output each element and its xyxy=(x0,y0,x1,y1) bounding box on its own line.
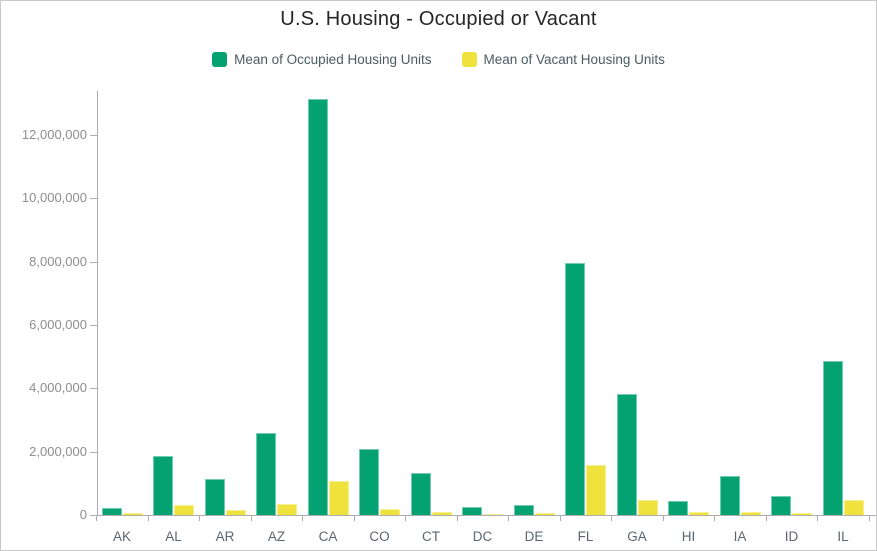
bar-occupied-CA[interactable] xyxy=(307,98,328,515)
bar-vacant-ID[interactable] xyxy=(792,513,812,515)
bar-occupied-AZ[interactable] xyxy=(256,432,276,515)
x-axis-label-DC: DC xyxy=(472,529,493,544)
vacant-swatch-icon xyxy=(461,52,477,67)
bar-vacant-IA[interactable] xyxy=(740,511,761,515)
bar-vacant-AZ[interactable] xyxy=(277,503,297,515)
x-axis-tick xyxy=(353,515,355,521)
x-axis-label-CO: CO xyxy=(369,529,390,544)
bar-occupied-AL[interactable] xyxy=(153,456,173,515)
bar-occupied-AK[interactable] xyxy=(101,507,122,515)
bar-occupied-CO[interactable] xyxy=(359,449,379,515)
x-axis-tick xyxy=(199,515,201,521)
legend-label-vacant: Mean of Vacant Housing Units xyxy=(483,52,665,67)
x-axis-label-FL: FL xyxy=(577,529,594,544)
bar-vacant-HI[interactable] xyxy=(689,512,709,515)
bar-vacant-DC[interactable] xyxy=(483,513,503,515)
x-axis-label-AK: AK xyxy=(112,529,131,544)
x-axis-tick xyxy=(405,515,407,521)
x-axis-tick xyxy=(147,515,149,521)
y-axis-label: 0 xyxy=(79,507,87,522)
bar-occupied-DE[interactable] xyxy=(513,504,534,515)
x-axis-tick xyxy=(868,515,870,521)
bar-occupied-ID[interactable] xyxy=(771,496,791,515)
x-axis-label-DE: DE xyxy=(524,529,544,544)
y-axis-tick xyxy=(90,388,97,390)
y-axis-tick xyxy=(90,325,97,326)
occupied-swatch-icon xyxy=(212,52,228,67)
x-axis-label-CA: CA xyxy=(318,529,338,544)
x-axis-tick xyxy=(456,515,458,521)
bar-occupied-DC[interactable] xyxy=(462,507,482,515)
bar-occupied-FL[interactable] xyxy=(565,263,585,515)
y-axis-label: 4,000,000 xyxy=(29,380,87,396)
bar-occupied-CT[interactable] xyxy=(410,472,431,515)
x-axis-tick xyxy=(714,515,716,521)
x-axis-tick xyxy=(611,515,613,521)
x-axis-tick xyxy=(508,515,510,521)
x-axis-tick xyxy=(559,515,561,521)
y-axis-label: 2,000,000 xyxy=(29,443,87,459)
x-axis-line xyxy=(97,515,876,516)
x-axis-label-GA: GA xyxy=(627,529,647,544)
bar-occupied-HI[interactable] xyxy=(668,501,688,515)
x-axis-tick xyxy=(250,515,252,521)
bar-vacant-CO[interactable] xyxy=(380,508,400,515)
x-axis-label-AR: AR xyxy=(215,529,235,544)
y-axis-line xyxy=(97,91,98,515)
x-axis-tick xyxy=(662,515,664,521)
y-axis-label: 10,000,000 xyxy=(21,190,87,206)
x-axis-label-HI: HI xyxy=(681,529,696,544)
y-axis-tick xyxy=(90,515,97,516)
legend-item-vacant[interactable]: Mean of Vacant Housing Units xyxy=(461,52,665,67)
x-axis-label-IL: IL xyxy=(837,529,849,544)
bar-vacant-FL[interactable] xyxy=(586,464,606,515)
x-axis-tick xyxy=(96,515,98,521)
x-axis-tick xyxy=(302,515,304,521)
bar-vacant-CT[interactable] xyxy=(431,512,452,515)
x-axis-label-CT: CT xyxy=(422,529,440,544)
legend-item-occupied[interactable]: Mean of Occupied Housing Units xyxy=(212,52,432,67)
chart-title: U.S. Housing - Occupied or Vacant xyxy=(280,8,597,30)
y-axis-label: 6,000,000 xyxy=(29,317,87,332)
y-axis-tick xyxy=(90,135,97,137)
bar-vacant-AL[interactable] xyxy=(174,504,194,515)
x-axis-tick xyxy=(765,515,767,521)
y-axis-tick xyxy=(90,451,97,453)
x-axis-tick xyxy=(817,515,819,521)
bar-occupied-IA[interactable] xyxy=(719,476,740,515)
bar-occupied-GA[interactable] xyxy=(616,394,637,515)
bar-vacant-AR[interactable] xyxy=(225,509,246,515)
bar-vacant-AK[interactable] xyxy=(122,513,143,515)
bar-vacant-DE[interactable] xyxy=(534,513,555,515)
bar-occupied-IL[interactable] xyxy=(822,360,843,515)
bar-vacant-IL[interactable] xyxy=(843,500,864,515)
y-axis-tick xyxy=(90,198,97,200)
y-axis-tick xyxy=(90,261,97,263)
x-axis-label-IA: IA xyxy=(733,529,747,544)
y-axis-label: 8,000,000 xyxy=(29,253,87,269)
legend: Mean of Occupied Housing Units Mean of V… xyxy=(1,52,876,67)
bar-vacant-CA[interactable] xyxy=(328,481,349,515)
x-axis-label-AL: AL xyxy=(165,529,182,544)
legend-label-occupied: Mean of Occupied Housing Units xyxy=(234,52,432,67)
bar-vacant-GA[interactable] xyxy=(637,500,658,515)
x-axis-label-ID: ID xyxy=(784,529,799,544)
x-axis-label-AZ: AZ xyxy=(267,529,286,544)
y-axis-label: 12,000,000 xyxy=(21,127,87,143)
bar-occupied-AR[interactable] xyxy=(204,479,225,515)
